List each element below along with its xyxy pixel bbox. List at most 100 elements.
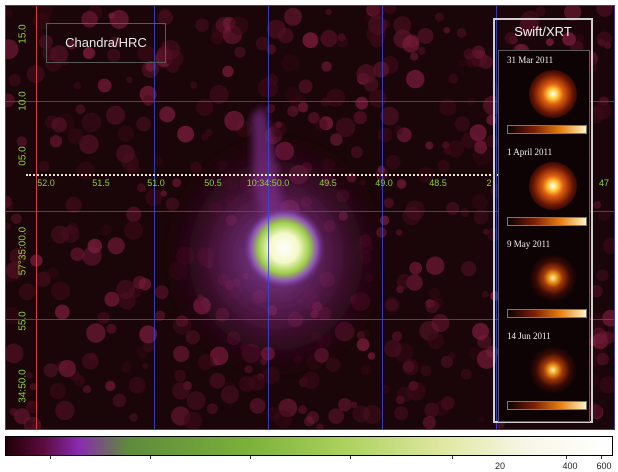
noise-speck	[174, 369, 187, 382]
noise-speck	[186, 391, 206, 411]
noise-speck	[210, 31, 224, 45]
noise-speck	[45, 115, 59, 129]
noise-speck	[356, 64, 377, 84]
noise-speck	[380, 56, 399, 74]
noise-speck	[26, 65, 45, 84]
swift-date-label: 14 Jun 2011	[507, 331, 551, 341]
noise-speck	[157, 9, 173, 26]
noise-speck	[477, 334, 492, 349]
noise-speck	[183, 411, 203, 429]
noise-speck	[43, 363, 58, 378]
noise-speck	[136, 116, 151, 132]
noise-speck	[32, 12, 50, 30]
noise-speck	[142, 362, 149, 369]
noise-speck	[120, 362, 132, 373]
noise-speck	[9, 248, 27, 266]
noise-speck	[420, 365, 432, 377]
noise-speck	[326, 357, 341, 373]
noise-speck	[49, 382, 67, 400]
dec-tick-label: 57°35:00.0	[17, 226, 29, 276]
noise-speck	[107, 237, 125, 255]
noise-speck	[297, 102, 309, 113]
noise-speck	[417, 46, 426, 55]
noise-speck	[117, 125, 134, 142]
chandra-hrc-label: Chandra/HRC	[46, 23, 166, 63]
noise-speck	[6, 39, 19, 60]
noise-speck	[159, 106, 176, 123]
noise-speck	[408, 381, 419, 391]
noise-speck	[6, 262, 23, 279]
noise-speck	[426, 256, 445, 275]
noise-speck	[14, 408, 30, 425]
noise-speck	[66, 196, 81, 211]
grid-line-v	[382, 6, 383, 429]
noise-speck	[101, 224, 112, 236]
noise-speck	[362, 404, 382, 424]
noise-speck	[75, 104, 86, 115]
noise-speck	[486, 135, 499, 148]
noise-speck	[86, 323, 106, 343]
colorbar-tick	[250, 456, 251, 459]
noise-speck	[97, 78, 112, 93]
noise-speck	[385, 298, 399, 311]
noise-speck	[474, 140, 488, 154]
noise-speck	[257, 77, 278, 98]
noise-speck	[25, 420, 33, 428]
noise-speck	[562, 32, 576, 46]
swift-epoch-2: 1 April 2011	[499, 147, 589, 237]
grid-line-v	[496, 6, 497, 429]
ra-axis-dotted-line	[26, 174, 574, 176]
noise-speck	[596, 31, 613, 48]
noise-speck	[394, 406, 409, 421]
noise-speck	[481, 290, 489, 298]
noise-speck	[320, 97, 331, 107]
noise-speck	[238, 376, 255, 392]
noise-speck	[373, 61, 390, 78]
noise-speck	[6, 93, 15, 108]
northern-jet	[251, 106, 288, 221]
noise-speck	[47, 267, 59, 279]
noise-speck	[6, 343, 24, 364]
grid-line-h	[6, 319, 614, 320]
noise-speck	[155, 310, 166, 321]
noise-speck	[360, 329, 370, 340]
noise-speck	[271, 121, 287, 137]
noise-speck	[275, 121, 282, 129]
noise-speck	[287, 105, 299, 117]
noise-speck	[87, 238, 103, 254]
noise-speck	[381, 384, 391, 394]
noise-speck	[366, 6, 380, 17]
noise-speck	[67, 128, 84, 145]
noise-speck	[172, 178, 182, 188]
noise-speck	[249, 398, 266, 414]
colorbar-tick	[150, 456, 151, 459]
noise-speck	[352, 405, 370, 423]
noise-speck	[106, 323, 117, 334]
noise-speck	[55, 400, 75, 421]
noise-speck	[126, 76, 133, 84]
noise-speck	[222, 65, 234, 78]
noise-speck	[206, 403, 218, 415]
noise-speck	[330, 133, 343, 146]
noise-speck	[350, 146, 363, 159]
noise-speck	[126, 162, 140, 176]
noise-speck	[302, 32, 319, 49]
swift-epoch-1: 31 Mar 2011	[499, 55, 589, 145]
ra-tick-label: 47	[598, 178, 610, 188]
noise-speck	[427, 332, 445, 350]
swift-date-label: 9 May 2011	[507, 239, 551, 249]
noise-speck	[384, 339, 402, 358]
swift-epoch-3: 9 May 2011	[499, 239, 589, 329]
noise-speck	[396, 285, 404, 294]
noise-speck	[321, 61, 332, 72]
noise-speck	[384, 296, 401, 314]
noise-speck	[160, 190, 167, 197]
noise-speck	[535, 6, 546, 17]
noise-speck	[172, 382, 190, 400]
noise-speck	[133, 275, 147, 289]
noise-speck	[38, 34, 53, 49]
noise-speck	[153, 156, 164, 166]
noise-speck	[446, 201, 460, 215]
noise-speck	[105, 105, 126, 125]
ra-tick-label: 52.0	[37, 178, 55, 188]
